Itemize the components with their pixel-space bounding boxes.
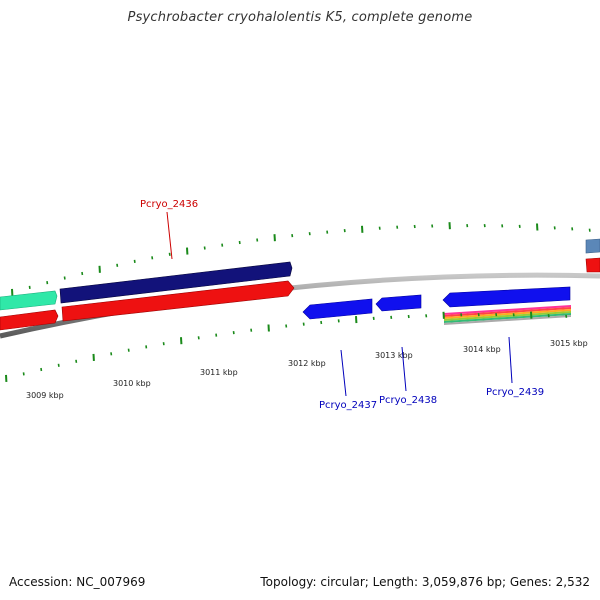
scale-label: 3014 kbp xyxy=(463,345,501,354)
feature-red-2[interactable] xyxy=(61,280,295,322)
footer-summary: Topology: circular; Length: 3,059,876 bp… xyxy=(260,575,590,589)
gene-leader-lines xyxy=(166,211,513,397)
inner-tick-scale xyxy=(5,311,568,382)
gene-label-pcryo-2436[interactable]: Pcryo_2436 xyxy=(140,199,198,210)
leader-pcryo-2437 xyxy=(340,349,347,397)
feature-steelblue[interactable] xyxy=(585,238,600,254)
scale-label: 3012 kbp xyxy=(288,359,326,368)
outer-tick-scale xyxy=(11,222,591,296)
scale-label: 3010 kbp xyxy=(113,379,151,388)
gene-arrow-pcryo-2436[interactable] xyxy=(59,261,293,304)
gene-label-pcryo-2437[interactable]: Pcryo_2437 xyxy=(319,400,377,411)
gene-arrow-pcryo-2438[interactable] xyxy=(375,294,422,312)
scale-label: 3015 kbp xyxy=(550,339,588,348)
scale-label: 3013 kbp xyxy=(375,351,413,360)
leader-pcryo-2438 xyxy=(401,346,407,392)
feature-red-1[interactable] xyxy=(0,309,59,331)
leader-pcryo-2436 xyxy=(166,211,173,260)
scale-labels: 3009 kbp 3010 kbp 3011 kbp 3012 kbp 3013… xyxy=(26,339,588,400)
genome-title: Psychrobacter cryohalolentis K5, complet… xyxy=(127,10,473,25)
footer-accession: Accession: NC_007969 xyxy=(9,575,146,589)
gene-arrow-pcryo-2439[interactable] xyxy=(442,286,571,308)
forward-features xyxy=(0,238,600,331)
scale-label: 3009 kbp xyxy=(26,391,64,400)
reverse-features xyxy=(302,286,571,325)
feature-stack-multicolor[interactable] xyxy=(444,305,571,325)
gene-label-pcryo-2439[interactable]: Pcryo_2439 xyxy=(486,387,544,398)
gene-labels: Pcryo_2436 Pcryo_2437 Pcryo_2438 Pcryo_2… xyxy=(140,199,544,411)
feature-green[interactable] xyxy=(0,290,58,311)
feature-red-3[interactable] xyxy=(585,257,600,273)
leader-pcryo-2439 xyxy=(508,336,513,384)
gene-arrow-pcryo-2437[interactable] xyxy=(302,298,373,320)
scale-label: 3011 kbp xyxy=(200,368,238,377)
gene-label-pcryo-2438[interactable]: Pcryo_2438 xyxy=(379,395,437,406)
